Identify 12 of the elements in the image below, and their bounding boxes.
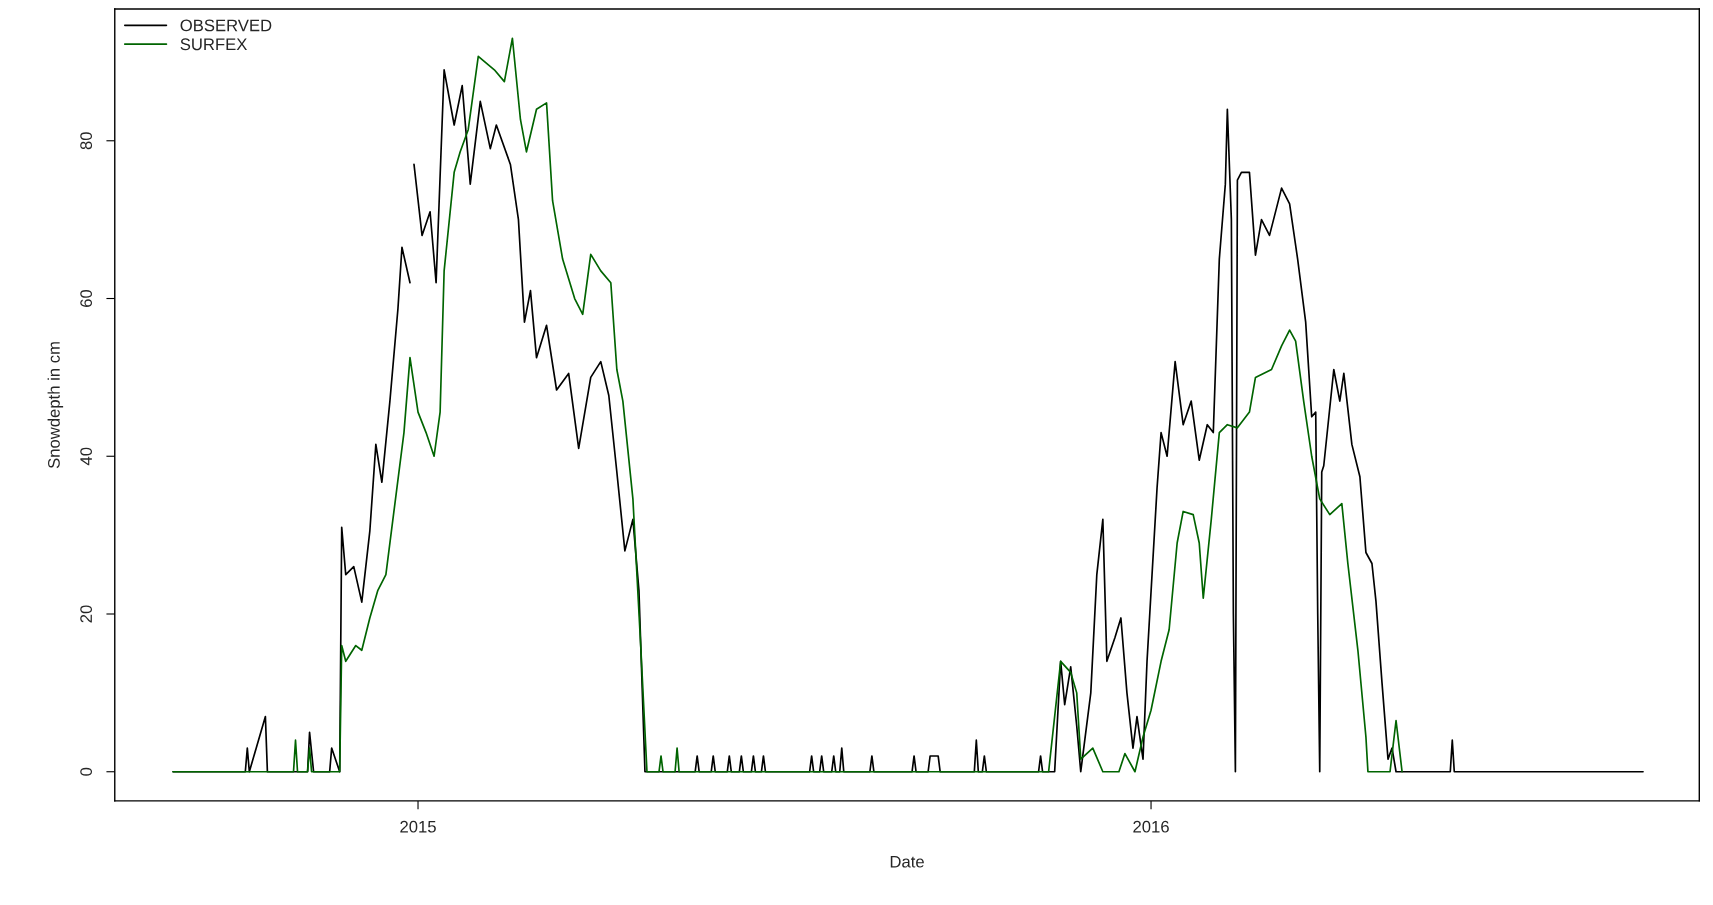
legend-label: OBSERVED [180, 19, 272, 32]
y-tick-label: 60 [80, 289, 93, 307]
legend-label: SURFEX [180, 38, 248, 51]
y-tick-label: 20 [80, 605, 93, 623]
y-tick-label: 40 [80, 447, 93, 466]
x-axis-title: Date [890, 855, 924, 868]
x-tick-label: 2015 [400, 820, 436, 833]
line-series [172, 37, 1403, 773]
y-tick-label: 80 [80, 132, 93, 150]
y-tick-label: 0 [80, 767, 93, 776]
x-tick-label: 2016 [1133, 820, 1169, 833]
y-axis-title: Snowdepth in cm [47, 342, 64, 469]
